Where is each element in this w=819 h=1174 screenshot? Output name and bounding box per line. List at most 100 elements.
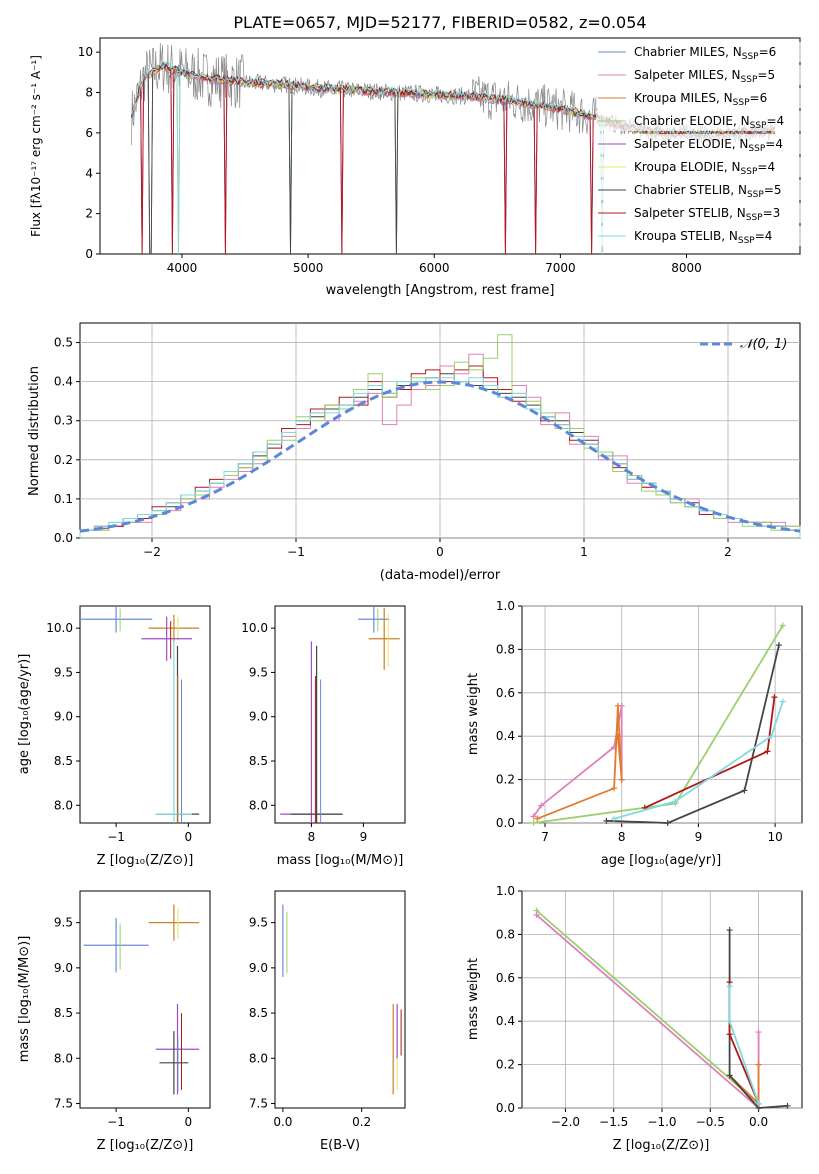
weight-marker bbox=[726, 983, 733, 990]
legend-bg bbox=[596, 203, 801, 223]
y-tick-label: 0 bbox=[85, 247, 93, 261]
age-z-axes bbox=[79, 605, 211, 824]
mass-ebv-xlabel: E(B-V) bbox=[320, 1138, 360, 1153]
age-z-xlabel: Z [log₁₀(Z/Z⊙)] bbox=[97, 853, 194, 868]
y-tick-label: 1.0 bbox=[496, 884, 515, 898]
weight-age-xlabel: age [log₁₀(age/yr)] bbox=[601, 853, 722, 868]
weight-marker bbox=[726, 1018, 733, 1025]
x-tick-label: 8 bbox=[308, 830, 316, 844]
weight-marker bbox=[664, 820, 671, 826]
y-tick-label: 8.5 bbox=[249, 1006, 268, 1020]
y-tick-label: 0.6 bbox=[496, 686, 515, 700]
y-tick-label: 9.5 bbox=[249, 916, 268, 930]
weight-marker bbox=[672, 798, 679, 805]
spectrum-title: PLATE=0657, MJD=52177, FIBERID=0582, z=0… bbox=[233, 13, 646, 32]
x-tick-label: 9 bbox=[360, 830, 368, 844]
weight-marker bbox=[614, 733, 621, 740]
residual-ylabel: Normed distribution bbox=[27, 366, 42, 496]
x-tick-label: 0 bbox=[436, 545, 444, 559]
y-tick-label: 0.6 bbox=[496, 971, 515, 985]
legend-label: Kroupa ELODIE, NSSP=4 bbox=[634, 160, 775, 177]
y-tick-label: 8.0 bbox=[249, 798, 268, 812]
age-mass-plot: 8 9 8.0 8.5 9.0 9.5 10.0 bbox=[241, 606, 400, 844]
legend-bg bbox=[596, 134, 801, 154]
legend-label: Salpeter STELIB, NSSP=3 bbox=[634, 206, 780, 223]
error-point bbox=[282, 904, 288, 977]
residual-xlabel: (data-model)/error bbox=[380, 568, 501, 583]
y-tick-label: 8.0 bbox=[249, 1051, 268, 1065]
spectrum-ylabel: Flux [fλ10⁻¹⁷ erg cm⁻² s⁻¹ A⁻¹] bbox=[29, 55, 43, 237]
y-tick-label: 8.5 bbox=[249, 754, 268, 768]
normal-legend-label: 𝒩(0, 1) bbox=[740, 337, 787, 352]
y-tick-label: 4 bbox=[85, 166, 93, 180]
x-tick-label: 10 bbox=[768, 830, 783, 844]
weight-age-axes bbox=[521, 605, 803, 824]
weight-line bbox=[606, 644, 780, 824]
spectrum-legend: Chabrier MILES, NSSP=6 Salpeter MILES, NS… bbox=[596, 42, 801, 246]
mass-ebv-axes bbox=[274, 890, 406, 1109]
error-point bbox=[368, 607, 400, 670]
y-tick-label: 0.8 bbox=[496, 927, 515, 941]
y-tick-label: 7.5 bbox=[249, 1096, 268, 1110]
error-point bbox=[148, 904, 200, 941]
weight-marker bbox=[611, 815, 618, 822]
legend-label: Chabrier ELODIE, NSSP=4 bbox=[634, 114, 784, 131]
error-point bbox=[396, 1004, 402, 1059]
normal-curve bbox=[79, 380, 801, 533]
weight-z-plot: −2.0 −1.5 −1.0 −0.5 0.0 0.0 0.2 0.4 0.6 0.8 1.0 bbox=[496, 884, 802, 1129]
y-tick-label: 9.5 bbox=[249, 665, 268, 679]
y-tick-label: 0.2 bbox=[496, 1058, 515, 1072]
y-tick-label: 10.0 bbox=[46, 621, 73, 635]
y-tick-label: 9.5 bbox=[54, 916, 73, 930]
y-tick-label: 0.4 bbox=[496, 1014, 515, 1028]
age-z-ylabel: age [log₁₀(age/yr)] bbox=[17, 654, 32, 775]
x-tick-label: −1.5 bbox=[599, 1115, 628, 1129]
error-point bbox=[141, 616, 192, 661]
y-tick-label: 9.0 bbox=[249, 710, 268, 724]
weight-marker bbox=[755, 1029, 762, 1036]
y-tick-label: 1.0 bbox=[496, 599, 515, 613]
legend-bg bbox=[596, 226, 801, 246]
y-tick-label: 0.8 bbox=[496, 642, 515, 656]
y-tick-label: 9.5 bbox=[54, 665, 73, 679]
weight-age-ylabel: mass weight bbox=[466, 673, 481, 755]
error-point bbox=[80, 606, 153, 633]
weight-age-plot: 7 8 9 10 0.0 0.2 0.4 0.6 0.8 1.0 bbox=[496, 599, 802, 844]
legend-label: Salpeter ELODIE, NSSP=4 bbox=[634, 137, 783, 154]
weight-marker bbox=[530, 820, 537, 826]
error-point bbox=[159, 1031, 189, 1095]
x-tick-label: 4000 bbox=[167, 261, 198, 275]
weight-line bbox=[535, 914, 760, 1110]
weight-marker bbox=[775, 642, 782, 649]
legend-label: Chabrier MILES, NSSP=6 bbox=[634, 45, 776, 62]
legend-bg bbox=[596, 42, 801, 62]
x-tick-label: 7000 bbox=[545, 261, 576, 275]
legend-bg bbox=[596, 157, 801, 177]
x-tick-label: −2 bbox=[143, 545, 161, 559]
weight-marker bbox=[768, 733, 775, 740]
x-tick-label: 0 bbox=[185, 830, 193, 844]
x-tick-label: 0.0 bbox=[749, 1115, 768, 1129]
weight-line bbox=[644, 696, 776, 809]
age-mass-xlabel: mass [log₁₀(M/M⊙)] bbox=[277, 853, 404, 868]
x-tick-label: 7 bbox=[541, 830, 549, 844]
x-tick-label: 1 bbox=[580, 545, 588, 559]
weight-line bbox=[533, 625, 784, 824]
weight-marker bbox=[741, 787, 748, 794]
x-tick-label: −1.0 bbox=[647, 1115, 676, 1129]
x-tick-label: −1 bbox=[107, 830, 125, 844]
y-tick-label: 8.5 bbox=[54, 1006, 73, 1020]
weight-marker bbox=[779, 698, 786, 705]
x-tick-label: 8 bbox=[618, 830, 626, 844]
mass-ebv-plot: 0.0 0.2 7.5 8.0 8.5 9.0 9.5 bbox=[249, 904, 402, 1129]
x-tick-label: −1 bbox=[107, 1115, 125, 1129]
y-tick-label: 6 bbox=[85, 126, 93, 140]
weight-marker bbox=[603, 817, 610, 824]
y-tick-label: 0.0 bbox=[496, 816, 515, 830]
y-tick-label: 0.1 bbox=[54, 492, 73, 506]
legend-bg bbox=[596, 65, 801, 85]
weight-z-xlabel: Z [log₁₀(Z/Z⊙)] bbox=[613, 1138, 710, 1153]
weight-marker bbox=[534, 815, 541, 822]
y-tick-label: 0.5 bbox=[54, 336, 73, 350]
weight-marker bbox=[618, 776, 625, 783]
